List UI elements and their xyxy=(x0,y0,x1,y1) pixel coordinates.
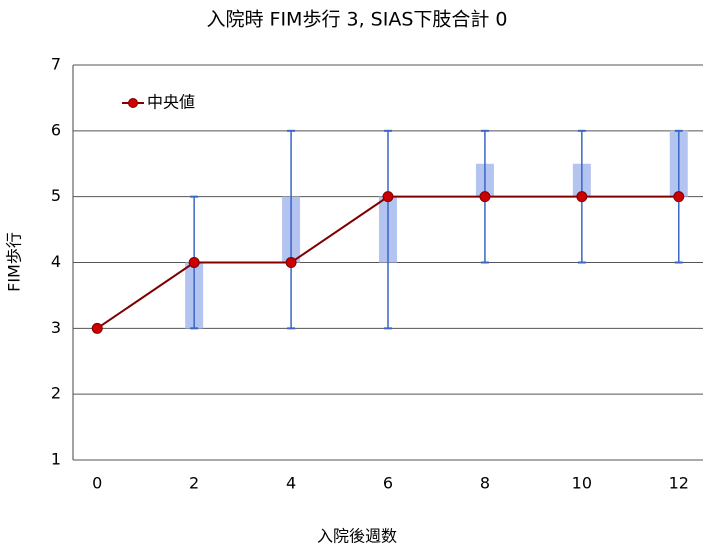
y-tick-label: 3 xyxy=(51,318,61,337)
x-tick-label: 6 xyxy=(383,474,393,493)
median-marker xyxy=(91,322,103,334)
legend-marker xyxy=(128,98,138,108)
y-tick-label: 2 xyxy=(51,384,61,403)
y-tick-label: 1 xyxy=(51,450,61,469)
x-tick-label: 2 xyxy=(189,474,199,493)
y-axis-label: FIM歩行 xyxy=(5,232,24,292)
x-tick-label: 12 xyxy=(669,474,689,493)
y-tick-label: 7 xyxy=(51,55,61,74)
median-marker xyxy=(285,257,297,268)
x-tick-label: 0 xyxy=(92,474,102,493)
median-marker xyxy=(673,191,685,203)
y-tick-label: 5 xyxy=(51,186,61,205)
legend-label: 中央値 xyxy=(147,93,195,112)
chart-title: 入院時 FIM歩行 3, SIAS下肢合計 0 xyxy=(206,9,507,31)
y-tick-label: 4 xyxy=(51,252,61,271)
median-marker xyxy=(576,191,588,203)
median-marker xyxy=(479,191,491,203)
x-tick-label: 4 xyxy=(286,474,296,493)
x-axis-label: 入院後週数 xyxy=(317,527,397,546)
y-tick-label: 6 xyxy=(51,120,61,139)
median-marker xyxy=(382,191,394,203)
median-marker xyxy=(188,257,200,268)
x-tick-label: 8 xyxy=(480,474,490,493)
x-tick-label: 10 xyxy=(572,474,592,493)
